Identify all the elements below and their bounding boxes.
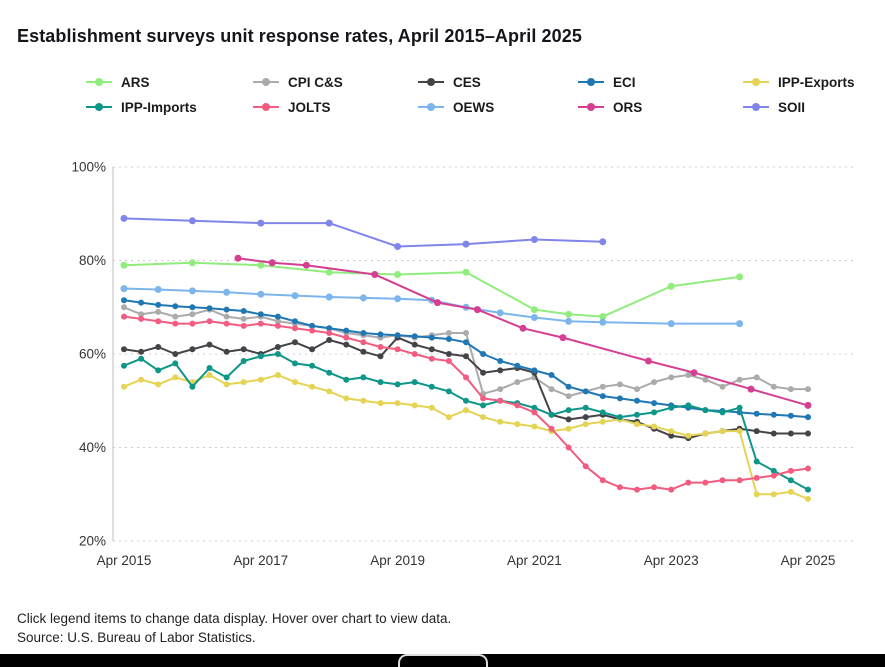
legend-item-ces[interactable]: CES: [418, 71, 578, 93]
legend-marker-icon: [418, 103, 444, 111]
svg-text:Apr 2021: Apr 2021: [507, 553, 562, 568]
legend-item-ipp-exports[interactable]: IPP-Exports: [743, 71, 855, 93]
legend-item-cpi-c-s[interactable]: CPI C&S: [253, 71, 418, 93]
legend-item-eci[interactable]: ECI: [578, 71, 743, 93]
legend-label: SOII: [778, 99, 806, 115]
svg-text:Apr 2015: Apr 2015: [97, 553, 152, 568]
gridlines: [112, 166, 856, 542]
svg-text:60%: 60%: [79, 347, 106, 362]
legend-label: CPI C&S: [288, 74, 343, 90]
svg-text:80%: 80%: [79, 253, 106, 268]
svg-text:100%: 100%: [71, 160, 106, 175]
bottom-bar: [0, 654, 885, 667]
series-soii[interactable]: [120, 214, 607, 250]
legend-item-ipp-imports[interactable]: IPP-Imports: [86, 96, 253, 118]
legend-item-ors[interactable]: ORS: [578, 96, 743, 118]
legend-item-oews[interactable]: OEWS: [418, 96, 578, 118]
x-axis-labels: Apr 2015 Apr 2017 Apr 2019 Apr 2021 Apr 2023…: [97, 553, 836, 568]
legend-marker-icon: [253, 78, 279, 86]
legend-marker-icon: [418, 78, 444, 86]
svg-text:Apr 2019: Apr 2019: [370, 553, 425, 568]
legend-marker-icon: [743, 103, 769, 111]
legend-marker-icon: [253, 103, 279, 111]
series-jolts[interactable]: [121, 313, 811, 493]
series-oews[interactable]: [120, 285, 744, 328]
legend-label: ARS: [121, 74, 150, 90]
legend-label: JOLTS: [288, 99, 331, 115]
svg-text:Apr 2017: Apr 2017: [233, 553, 288, 568]
series-ors[interactable]: [234, 254, 812, 409]
legend-label: IPP-Exports: [778, 74, 855, 90]
y-axis-labels: 20% 40% 60% 80% 100%: [71, 160, 106, 549]
series-ipp-exports[interactable]: [121, 372, 811, 502]
svg-text:Apr 2023: Apr 2023: [644, 553, 699, 568]
series-ipp-imports[interactable]: [121, 351, 811, 493]
legend-label: ECI: [613, 74, 636, 90]
legend-marker-icon: [578, 103, 604, 111]
legend-marker-icon: [86, 103, 112, 111]
legend-label: OEWS: [453, 99, 495, 115]
legend-marker-icon: [578, 78, 604, 86]
legend-label: ORS: [613, 99, 643, 115]
legend-hint-text: Click legend items to change data displa…: [17, 611, 452, 626]
svg-text:20%: 20%: [79, 534, 106, 549]
chart-title: Establishment surveys unit response rate…: [17, 26, 582, 46]
legend-item-ars[interactable]: ARS: [86, 71, 253, 93]
legend-label: IPP-Imports: [121, 99, 197, 115]
source-text: Source: U.S. Bureau of Labor Statistics.: [17, 630, 256, 645]
legend-marker-icon: [86, 78, 112, 86]
series-ars[interactable]: [120, 259, 744, 321]
bottom-bar-handle[interactable]: [397, 654, 488, 667]
legend-item-jolts[interactable]: JOLTS: [253, 96, 418, 118]
svg-text:40%: 40%: [79, 440, 106, 455]
legend-marker-icon: [743, 78, 769, 86]
series-ces[interactable]: [121, 334, 811, 442]
legend-item-soii[interactable]: SOII: [743, 96, 855, 118]
chart-legend: ARS CPI C&S CES ECI IPP-Exports IPP-Imports JO…: [86, 71, 855, 118]
svg-text:Apr 2025: Apr 2025: [781, 553, 836, 568]
legend-label: CES: [453, 74, 481, 90]
